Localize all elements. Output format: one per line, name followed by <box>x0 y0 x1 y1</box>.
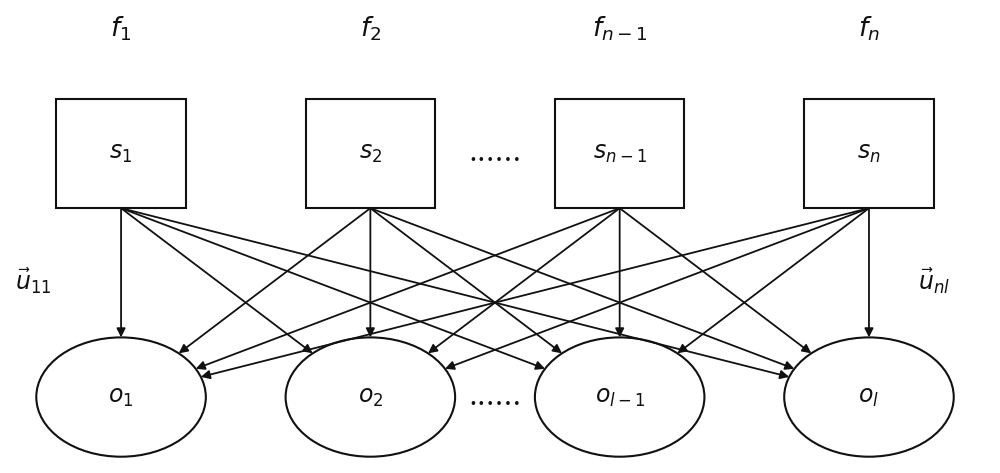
Text: $\vec{u}_{nl}$: $\vec{u}_{nl}$ <box>918 266 950 296</box>
Text: $o_l$: $o_l$ <box>858 385 879 409</box>
Bar <box>306 99 435 208</box>
Text: $s_1$: $s_1$ <box>109 142 133 165</box>
Bar <box>56 99 186 208</box>
Text: $\vec{u}_{11}$: $\vec{u}_{11}$ <box>15 266 52 296</box>
Text: $s_2$: $s_2$ <box>359 142 382 165</box>
Text: $s_n$: $s_n$ <box>857 142 881 165</box>
Text: $o_2$: $o_2$ <box>358 385 383 409</box>
Ellipse shape <box>36 337 206 457</box>
Text: ......: ...... <box>468 384 522 411</box>
Ellipse shape <box>286 337 455 457</box>
Text: $o_{l-1}$: $o_{l-1}$ <box>595 385 645 409</box>
Text: $f_n$: $f_n$ <box>858 15 880 44</box>
Text: $f_1$: $f_1$ <box>110 15 132 44</box>
Text: $o_1$: $o_1$ <box>108 385 134 409</box>
Text: $f_{n-1}$: $f_{n-1}$ <box>592 15 647 44</box>
Text: $f_2$: $f_2$ <box>360 15 381 44</box>
Bar <box>804 99 934 208</box>
Text: ......: ...... <box>468 140 522 167</box>
Ellipse shape <box>784 337 954 457</box>
Bar <box>555 99 684 208</box>
Ellipse shape <box>535 337 704 457</box>
Text: $s_{n-1}$: $s_{n-1}$ <box>593 142 647 165</box>
